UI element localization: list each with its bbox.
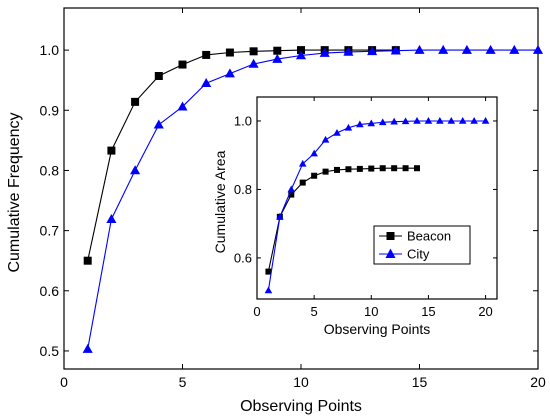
y-axis-label: Cumulative Frequency xyxy=(6,112,23,272)
data-point-city xyxy=(356,120,364,128)
data-point-beacon xyxy=(107,146,116,155)
x-tick-label: 20 xyxy=(530,374,546,390)
data-point-beacon xyxy=(178,60,187,69)
y-tick-label: 0.5 xyxy=(40,343,60,359)
legend-item-beacon: Beacon xyxy=(379,229,451,244)
data-point-beacon xyxy=(297,46,305,55)
data-point-city xyxy=(401,117,410,125)
data-point-city xyxy=(390,45,401,55)
y-tick-label: 1.0 xyxy=(234,114,252,129)
data-point-city xyxy=(321,135,330,143)
legend-item-city: City xyxy=(379,247,430,262)
data-point-city xyxy=(82,343,93,353)
data-point-city xyxy=(414,44,425,54)
data-point-city xyxy=(310,149,318,157)
data-point-city xyxy=(201,78,212,87)
x-tick-label: 5 xyxy=(179,374,187,390)
x-tick-label: 15 xyxy=(421,304,435,319)
inset-plot: 0 5 10 15 20 0.6 0.8 1.0 Observing Points Cumulat… xyxy=(212,96,498,337)
data-point-beacon xyxy=(273,46,282,55)
data-point-city xyxy=(106,213,117,223)
data-point-city xyxy=(343,46,354,56)
y-tick-label: 0.9 xyxy=(40,102,60,118)
data-point-beacon xyxy=(154,71,163,80)
data-point-city xyxy=(485,44,496,54)
y-tick-label: 0.8 xyxy=(40,162,60,178)
main-plot: 0 5 10 15 20 0.5 0.6 0.7 0.8 0.9 1.0 Observing Poin… xyxy=(6,7,546,415)
data-point-beacon xyxy=(202,50,211,59)
data-point-city xyxy=(481,117,490,124)
x-tick-label: 10 xyxy=(293,374,309,390)
data-point-beacon xyxy=(345,166,352,173)
y-tick-label: 0.7 xyxy=(40,223,60,239)
legend-marker-square xyxy=(386,232,395,240)
y-tick-label: 0.8 xyxy=(234,182,252,197)
x-tick-label: 20 xyxy=(478,304,492,319)
data-point-beacon xyxy=(131,97,140,106)
x-tick-label: 0 xyxy=(253,304,260,319)
data-point-beacon xyxy=(249,47,258,56)
plot-frame xyxy=(256,96,498,300)
data-point-city xyxy=(287,185,296,193)
data-point-beacon xyxy=(368,165,375,172)
data-point-beacon xyxy=(402,165,409,172)
data-point-city xyxy=(509,44,520,54)
data-point-city xyxy=(458,117,467,124)
data-point-beacon xyxy=(288,191,295,198)
data-point-city xyxy=(461,44,472,54)
data-point-beacon xyxy=(391,165,398,172)
data-point-beacon xyxy=(356,165,363,172)
data-point-city xyxy=(272,53,283,63)
x-tick-label: 10 xyxy=(364,304,378,319)
data-point-city xyxy=(333,129,341,136)
data-point-beacon xyxy=(225,48,234,57)
y-axis-label: Cumulative Area xyxy=(212,150,228,253)
data-point-city xyxy=(438,44,449,54)
legend: Beacon City xyxy=(373,225,471,265)
data-point-city xyxy=(295,50,307,60)
data-point-beacon xyxy=(265,268,272,275)
series-line-city xyxy=(87,49,538,350)
data-point-city xyxy=(319,47,330,57)
data-point-city xyxy=(153,119,164,129)
legend-marker-triangle xyxy=(385,248,396,258)
data-point-city xyxy=(130,165,141,175)
data-point-beacon xyxy=(322,168,329,175)
data-point-city xyxy=(367,46,378,56)
data-point-city xyxy=(177,101,188,111)
data-point-city xyxy=(298,159,307,167)
data-point-city xyxy=(470,117,478,124)
data-point-city xyxy=(436,117,444,124)
x-tick-label: 0 xyxy=(60,374,68,390)
x-axis-label: Observing Points xyxy=(324,321,431,337)
data-point-city xyxy=(224,68,235,78)
y-tick-label: 0.6 xyxy=(40,283,60,299)
data-point-city xyxy=(447,117,456,124)
x-axis-label: Observing Points xyxy=(240,398,362,415)
data-point-city xyxy=(276,212,284,220)
data-point-beacon xyxy=(334,166,340,173)
data-point-beacon xyxy=(311,172,318,179)
legend-label: City xyxy=(407,247,430,262)
data-point-beacon xyxy=(379,165,386,172)
data-point-city xyxy=(264,286,273,294)
data-point-city xyxy=(378,118,387,126)
data-point-beacon xyxy=(414,165,420,172)
y-tick-label: 1.0 xyxy=(40,42,60,58)
data-point-city xyxy=(367,119,376,127)
data-point-city xyxy=(248,58,259,68)
data-point-beacon xyxy=(299,179,306,186)
x-tick-label: 5 xyxy=(311,304,318,319)
data-point-city xyxy=(413,117,421,124)
legend-label: Beacon xyxy=(407,229,451,244)
data-point-city xyxy=(532,44,544,54)
data-point-city xyxy=(424,117,433,124)
data-point-city xyxy=(344,123,353,131)
data-point-beacon xyxy=(83,256,92,265)
x-tick-label: 15 xyxy=(412,374,428,390)
data-point-city xyxy=(390,117,398,125)
y-tick-label: 0.6 xyxy=(234,251,252,266)
